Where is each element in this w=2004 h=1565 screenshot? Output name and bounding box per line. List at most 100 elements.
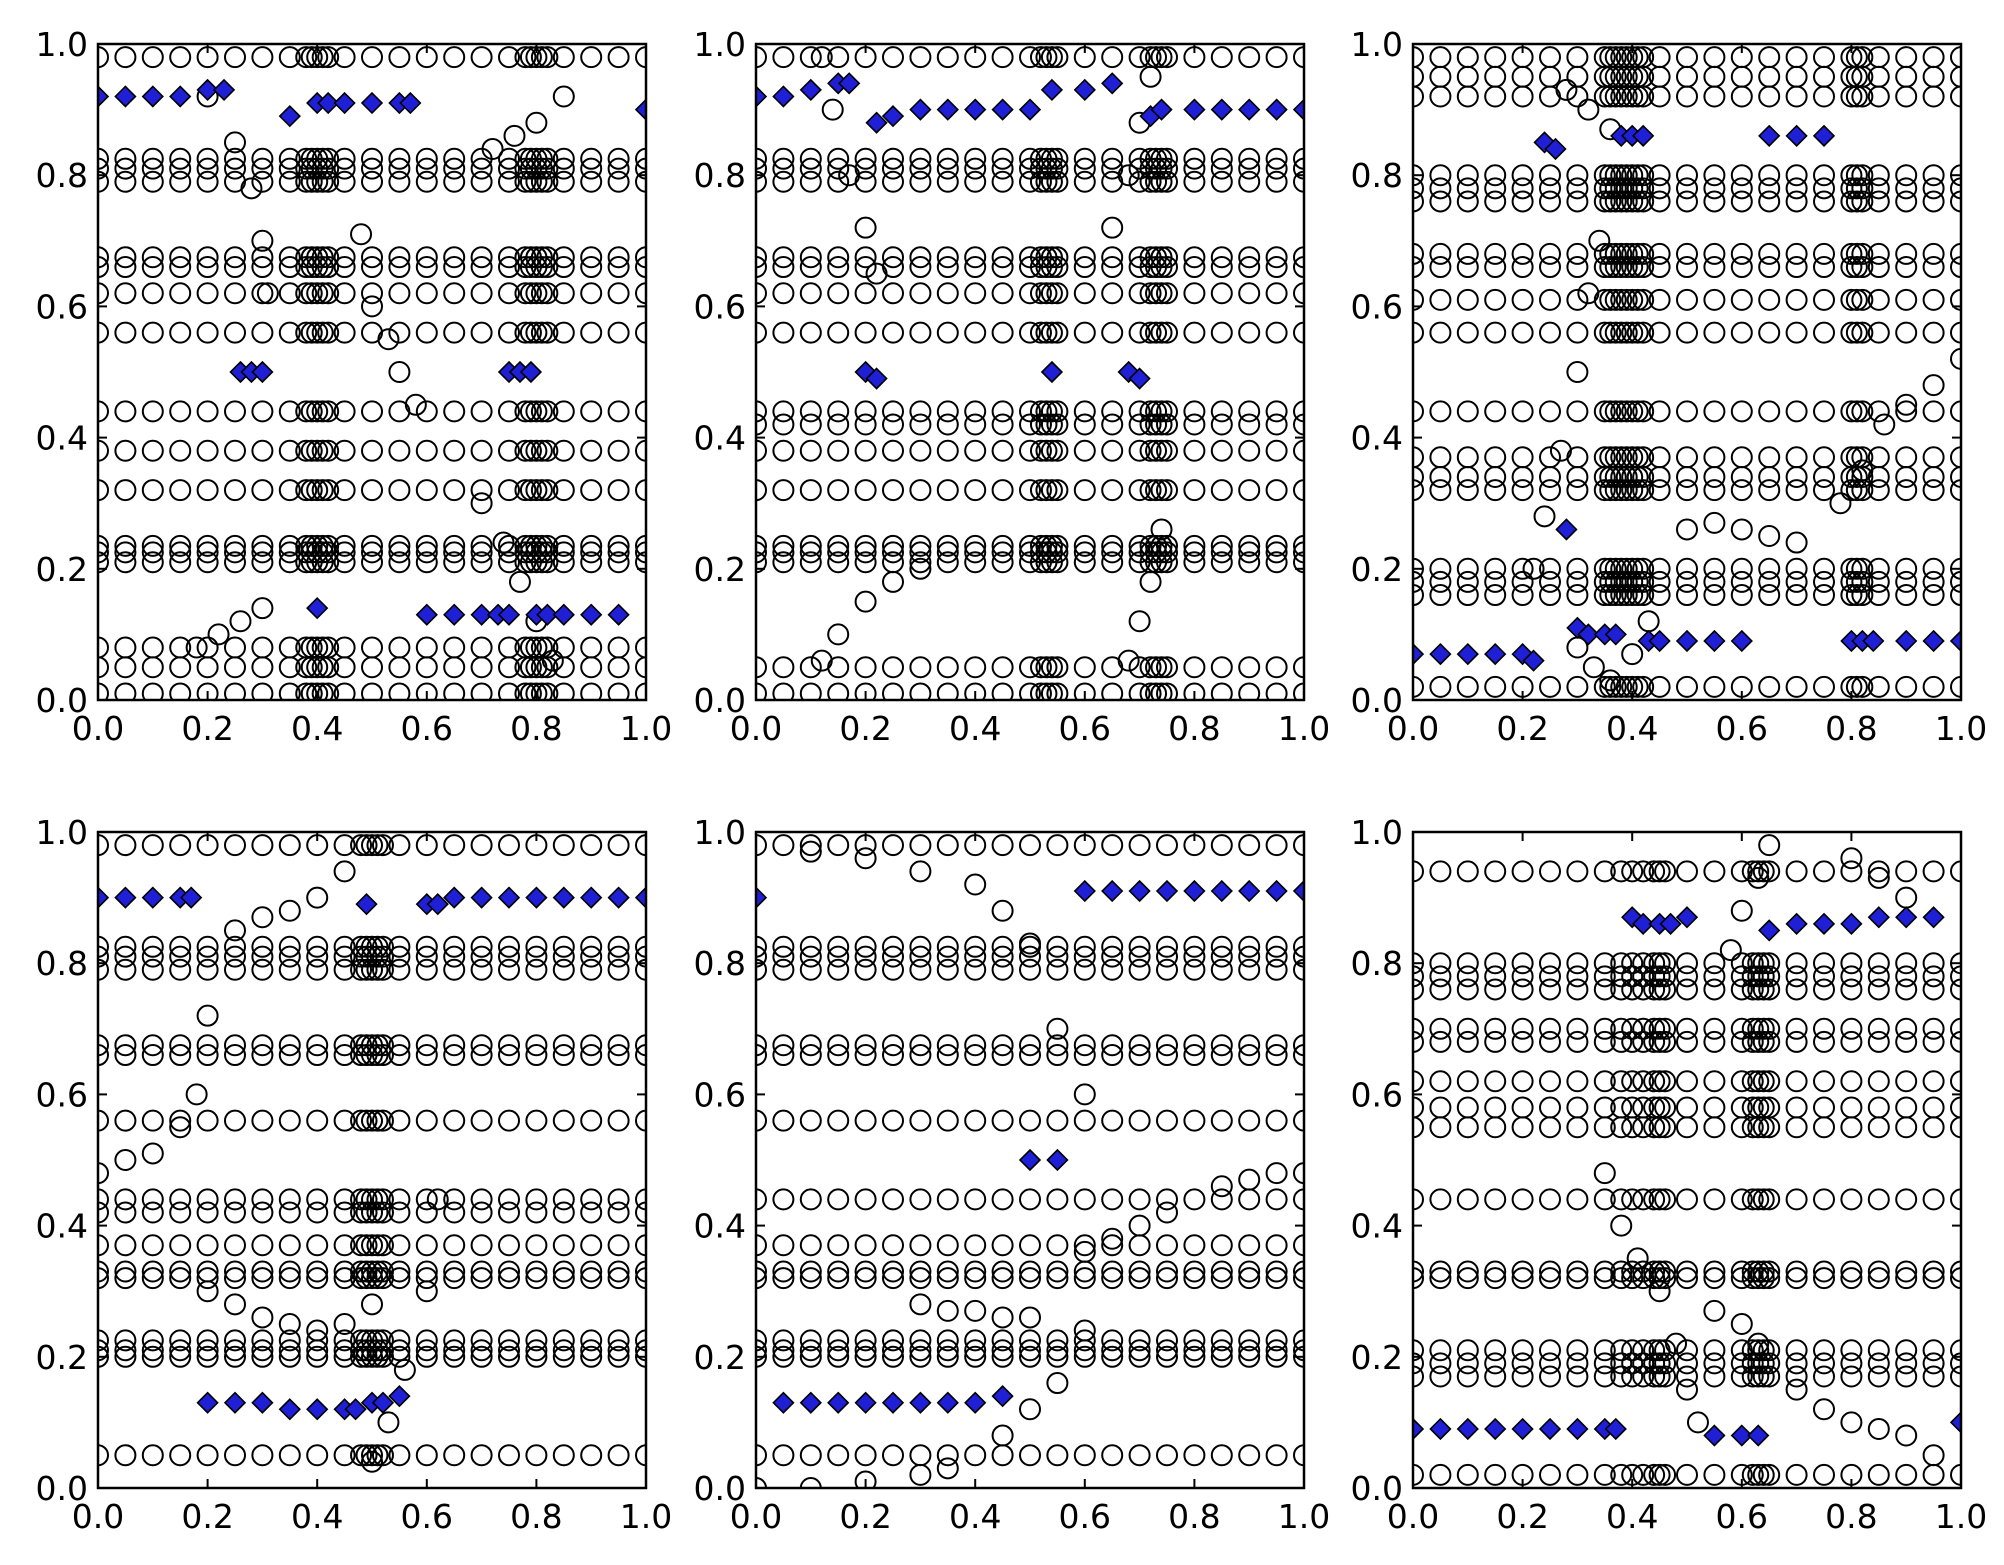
data-point — [415, 1109, 438, 1132]
data-point — [1539, 190, 1561, 213]
data-point — [514, 636, 537, 659]
data-point — [1101, 1339, 1124, 1362]
data-point — [224, 534, 246, 557]
data-point — [366, 1201, 389, 1224]
data-point — [98, 1109, 109, 1132]
data-point — [1511, 1352, 1534, 1375]
data-point — [388, 656, 411, 679]
data-point — [525, 147, 548, 170]
data-point — [514, 439, 537, 462]
data-point — [991, 1329, 1014, 1352]
data-point — [498, 834, 520, 857]
data-point — [635, 935, 646, 958]
data-point — [498, 1345, 520, 1368]
data-point — [1035, 534, 1058, 557]
data-point — [827, 46, 850, 69]
data-point — [278, 479, 301, 502]
data-point — [1648, 1365, 1671, 1388]
data-point — [361, 1109, 383, 1132]
data-point — [1610, 1463, 1633, 1486]
data-point — [772, 321, 795, 344]
data-point — [756, 147, 767, 170]
data-point — [306, 170, 329, 193]
data-point — [1511, 978, 1534, 1001]
data-point — [1610, 978, 1633, 1001]
data-point — [882, 834, 904, 857]
data-point — [1265, 1444, 1288, 1467]
data-point — [854, 1109, 877, 1132]
data-point — [1867, 479, 1890, 502]
data-point — [415, 603, 438, 626]
data-point — [415, 1034, 438, 1057]
data-point — [251, 1345, 274, 1368]
data-point — [756, 656, 767, 679]
data-point — [1813, 1116, 1835, 1139]
data-point — [1128, 1339, 1151, 1362]
data-point — [1599, 256, 1622, 279]
data-point — [388, 1234, 411, 1257]
data-point — [366, 1034, 389, 1057]
data-point — [1046, 935, 1069, 958]
data-point — [1950, 1463, 1961, 1486]
data-point — [799, 1109, 822, 1132]
data-point — [1456, 1030, 1479, 1053]
data-point — [1752, 1017, 1775, 1040]
data-point — [580, 886, 603, 909]
data-point — [1676, 1267, 1698, 1290]
data-point — [1522, 557, 1545, 580]
data-point — [1210, 1109, 1233, 1132]
data-point — [1413, 642, 1425, 666]
data-point — [936, 935, 959, 958]
data-point — [772, 656, 795, 679]
data-point — [1813, 321, 1835, 344]
data-point — [1654, 1365, 1677, 1388]
data-point — [371, 834, 394, 857]
data-point — [580, 400, 603, 423]
data-point — [1210, 170, 1233, 193]
data-point — [1293, 1267, 1304, 1290]
data-point — [114, 682, 137, 700]
data-point — [443, 1234, 466, 1257]
data-point — [1719, 939, 1742, 962]
data-point — [169, 46, 192, 69]
data-point — [1429, 190, 1452, 213]
data-point — [98, 958, 109, 981]
data-point — [1813, 1352, 1835, 1375]
data-point — [772, 935, 795, 958]
data-point — [1511, 965, 1534, 988]
data-point — [1073, 1319, 1096, 1342]
plot-area — [98, 46, 646, 700]
data-point — [317, 282, 340, 305]
data-point — [936, 98, 959, 121]
data-point — [964, 534, 987, 557]
data-point — [1813, 446, 1835, 469]
data-point — [514, 147, 537, 170]
data-point — [1626, 584, 1649, 607]
data-point — [1511, 1267, 1534, 1290]
data-point — [443, 1267, 466, 1290]
data-point — [141, 1234, 164, 1257]
data-point — [1730, 952, 1753, 975]
data-point — [1813, 1463, 1835, 1486]
data-point — [498, 1044, 520, 1067]
data-point — [634, 98, 646, 121]
data-point — [1845, 675, 1868, 698]
data-point — [366, 1444, 389, 1467]
data-point — [1128, 534, 1151, 557]
data-point — [114, 46, 137, 69]
data-point — [317, 46, 340, 69]
data-point — [1293, 1234, 1304, 1257]
data-point — [1703, 675, 1726, 698]
data-point — [1073, 1234, 1096, 1257]
data-point — [1610, 190, 1633, 213]
data-point — [1643, 1188, 1666, 1211]
data-point — [991, 157, 1014, 180]
data-point — [1040, 360, 1064, 384]
data-point — [1648, 1463, 1671, 1486]
data-point — [1035, 479, 1058, 502]
y-tick-label: 1.0 — [36, 25, 88, 64]
data-point — [580, 1044, 603, 1067]
data-point — [1429, 65, 1452, 88]
data-point — [1128, 1214, 1151, 1237]
data-point — [1155, 879, 1179, 903]
